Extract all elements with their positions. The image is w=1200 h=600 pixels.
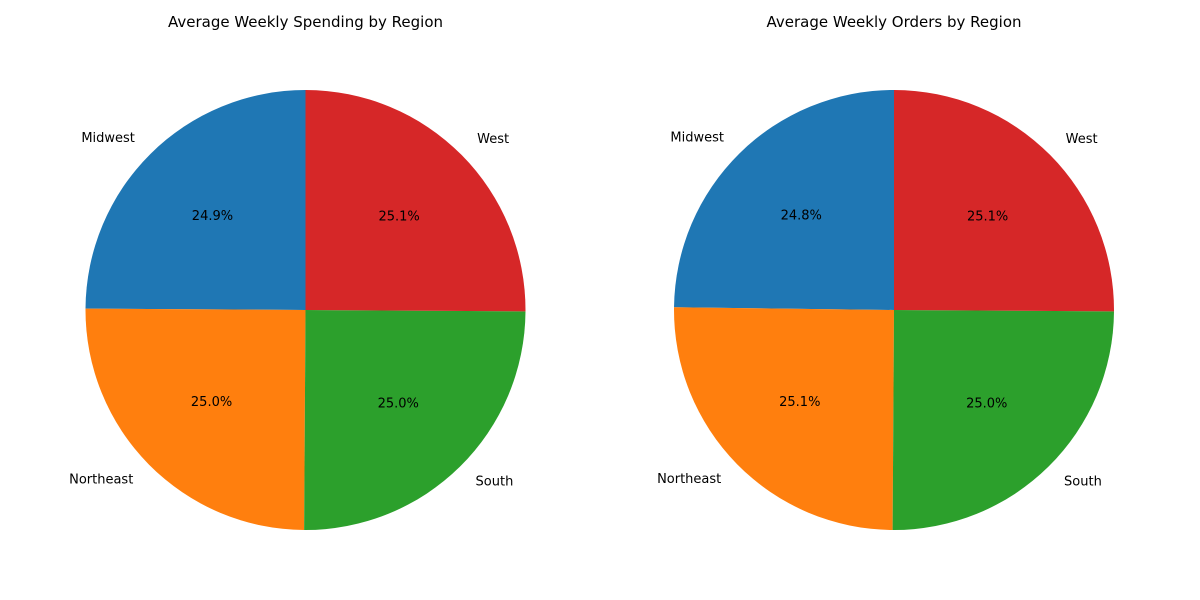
category-label-west: West bbox=[477, 132, 509, 147]
percent-label-midwest: 24.9% bbox=[192, 209, 233, 224]
percent-label-west: 25.1% bbox=[378, 209, 419, 224]
pie-slice-midwest bbox=[85, 90, 306, 310]
pie-slice-northeast bbox=[85, 308, 306, 530]
pie-slice-northeast bbox=[674, 307, 894, 530]
pie-slice-south bbox=[304, 310, 526, 531]
category-label-south: South bbox=[476, 475, 514, 490]
percent-label-northeast: 25.1% bbox=[779, 395, 820, 410]
chart-title: Average Weekly Spending by Region bbox=[168, 13, 443, 31]
category-label-west: West bbox=[1066, 132, 1098, 147]
category-label-northeast: Northeast bbox=[657, 472, 721, 487]
category-label-south: South bbox=[1064, 475, 1102, 490]
pie-slice-west bbox=[305, 90, 526, 312]
chart-title: Average Weekly Orders by Region bbox=[767, 13, 1022, 31]
pie-slice-midwest bbox=[674, 90, 894, 310]
percent-label-south: 25.0% bbox=[966, 396, 1007, 411]
pie-slice-west bbox=[894, 90, 1114, 312]
percent-label-west: 25.1% bbox=[967, 209, 1008, 224]
pie-slice-south bbox=[892, 310, 1114, 531]
percent-label-south: 25.0% bbox=[378, 396, 419, 411]
pie-chart-spending: Average Weekly Spending by Region Midwes… bbox=[69, 13, 526, 531]
pie-slices bbox=[85, 90, 526, 531]
category-label-midwest: Midwest bbox=[81, 131, 135, 146]
percent-label-northeast: 25.0% bbox=[191, 395, 232, 410]
pie-labels: Midwest 24.8% Northeast 25.1% South 25.0% West… bbox=[657, 130, 1102, 489]
pie-slices bbox=[674, 90, 1114, 531]
category-label-midwest: Midwest bbox=[670, 130, 724, 145]
pie-labels: Midwest 24.9% Northeast 25.0% South 25.0% West… bbox=[69, 131, 513, 490]
percent-label-midwest: 24.8% bbox=[781, 209, 822, 224]
pie-chart-orders: Average Weekly Orders by Region Midwest 2… bbox=[657, 13, 1114, 531]
category-label-northeast: Northeast bbox=[69, 473, 133, 488]
